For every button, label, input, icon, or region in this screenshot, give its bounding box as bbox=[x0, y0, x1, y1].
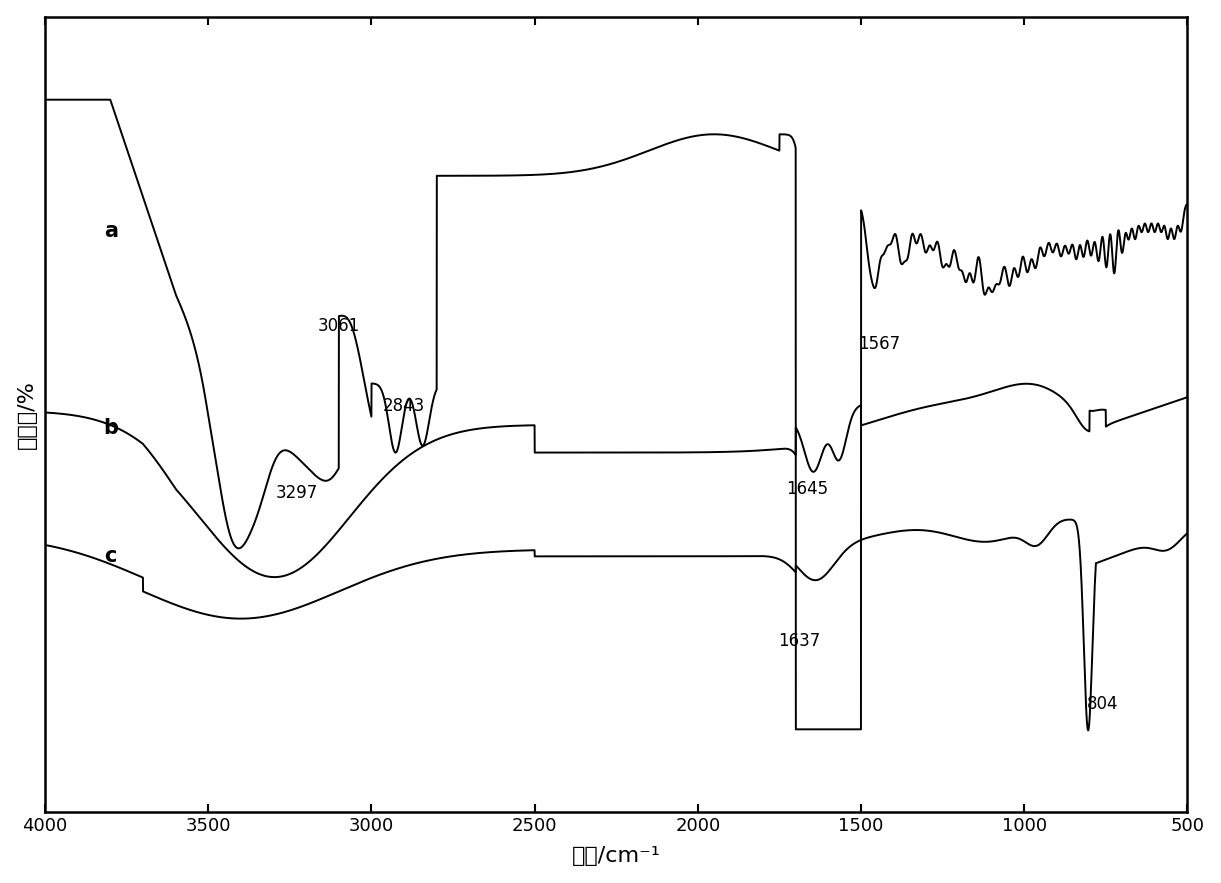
Text: 3061: 3061 bbox=[317, 318, 360, 336]
Text: a: a bbox=[104, 221, 117, 241]
Text: 3297: 3297 bbox=[275, 484, 317, 502]
Text: c: c bbox=[104, 547, 116, 566]
Text: b: b bbox=[104, 419, 118, 438]
X-axis label: 波数/cm⁻¹: 波数/cm⁻¹ bbox=[571, 846, 661, 866]
Text: 1637: 1637 bbox=[778, 632, 821, 650]
Text: 2843: 2843 bbox=[383, 397, 425, 415]
Text: 1567: 1567 bbox=[857, 335, 900, 353]
Text: 1645: 1645 bbox=[786, 480, 828, 498]
Y-axis label: 透过率/%: 透过率/% bbox=[17, 380, 37, 449]
Text: 804: 804 bbox=[1087, 695, 1118, 713]
